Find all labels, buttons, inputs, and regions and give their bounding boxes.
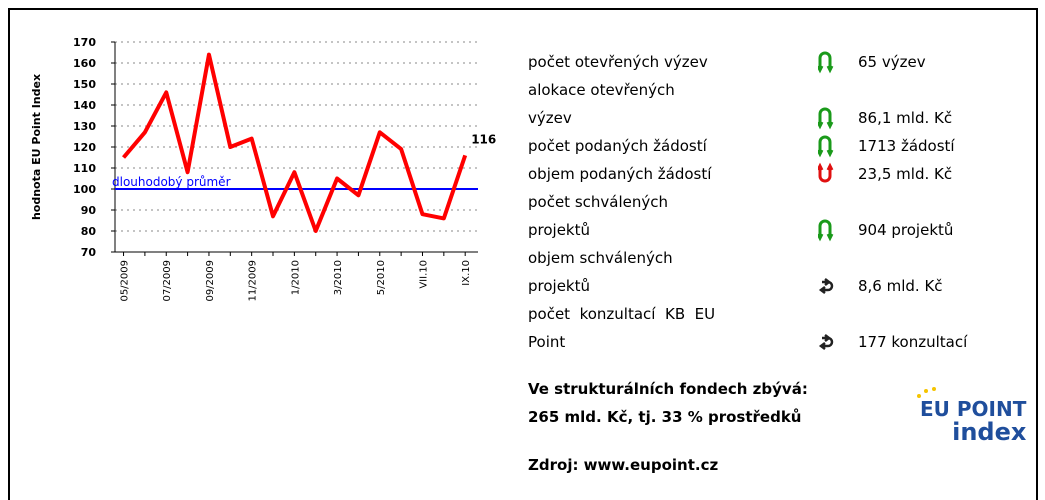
indicator-name: objem schválených projektů [528,244,818,300]
y-tick-label: 130 [73,120,96,133]
indicator-name-line: počet otevřených výzev [528,53,708,71]
x-tick-label: 5/2010 [376,260,387,295]
y-axis-label: hodnota EU Point Index [30,74,43,220]
y-tick-label: 80 [81,225,97,238]
y-tick-label: 160 [73,57,96,70]
indicator-value: 65 výzev [858,53,926,71]
summary: Ve strukturálních fondech zbývá: 265 mld.… [528,375,808,431]
indicator-value: 1713 žádostí [858,137,955,155]
indicator-name-line: objem schválených [528,249,673,267]
indicator-row: počet konzultací KB EU Point 177 konzultac… [528,300,967,356]
data-label: 116 [471,132,496,146]
indicator-value: 177 konzultací [858,333,968,351]
source: Zdroj: www.eupoint.cz [528,456,719,474]
arrow-neutral [818,278,834,294]
indicator-name-line: počet konzultací KB EU [528,305,716,323]
indicator-row: alokace otevřených výzev 86,1 mld. Kč [528,76,967,132]
arrow-down [818,162,834,183]
x-tick-label: 3/2010 [333,260,344,295]
indicator-value: 23,5 mld. Kč [858,165,953,183]
logo-line1: EU POINT [920,397,1027,421]
indicator-row: objem podaných žádostí 23,5 mld. Kč [528,160,967,188]
y-tick-label: 100 [73,183,96,196]
trend-icon [818,135,834,158]
chart: 70 80 90 100 110 120 130 140 150 160 170 hodnota EU… [30,36,496,302]
indicator-name-line: výzev [528,109,572,127]
indicator-row: počet podaných žádostí 1713 žádostí [528,132,967,160]
x-tick-label: IX.10 [461,260,472,286]
summary-line: Ve strukturálních fondech zbývá: [528,380,808,398]
indicator-value: 8,6 mld. Kč [858,277,943,295]
y-tick-label: 170 [73,36,96,49]
trend-icon [818,278,834,294]
indicator-row: počet otevřených výzev 65 výzev [528,48,967,76]
y-tick-label: 120 [73,141,96,154]
x-tick-label: 1/2010 [290,260,301,295]
indicator-name-line: projektů [528,277,591,295]
arrow-neutral [818,334,834,350]
y-tick-label: 140 [73,99,96,112]
arrow-up [818,135,834,158]
x-tick-label: 11/2009 [248,260,259,302]
y-tick-label: 90 [81,204,97,217]
line-series [122,52,468,233]
indicator-name-line: počet schválených [528,193,668,211]
indicator-name: počet konzultací KB EU Point [528,300,818,356]
indicator-list: počet otevřených výzev 65 výzev alokace ot… [528,48,967,356]
indicator-value: 904 projektů [858,221,954,239]
indicator-name: alokace otevřených výzev [528,76,818,132]
indicator-name-line: objem podaných žádostí [528,165,712,183]
x-tick-label: 07/2009 [162,260,173,302]
trend-icon [818,162,834,183]
indicator-name-line: Point [528,333,566,351]
logo: EU POINT index [917,387,1027,446]
y-tick-label: 110 [73,162,96,175]
summary-line: 265 mld. Kč, tj. 33 % prostředků [528,408,802,426]
x-tick-label: 09/2009 [205,260,216,302]
reference-label: dlouhodobý průměr [112,175,231,189]
trend-icon [818,107,834,130]
indicator-name-line: alokace otevřených [528,81,675,99]
trend-icon [818,51,834,74]
frame [8,8,1038,500]
indicator-row: počet schválených projektů 904 projektů [528,188,967,244]
y-tick-label: 70 [81,246,97,259]
trend-icon [818,334,834,350]
indicator-name: počet otevřených výzev [528,48,818,76]
indicator-row: objem schválených projektů 8,6 mld. Kč [528,244,967,300]
logo-line2: index [952,418,1027,446]
arrow-up [818,219,834,242]
indicator-name: objem podaných žádostí [528,160,818,188]
trend-icon [818,219,834,242]
arrow-up [818,51,834,74]
x-tick-label: 05/2009 [120,260,131,302]
logo-stars [917,387,936,398]
indicator-name-line: projektů [528,221,591,239]
indicator-name: počet schválených projektů [528,188,818,244]
indicator-value: 86,1 mld. Kč [858,109,953,127]
indicator-name-line: počet podaných žádostí [528,137,707,155]
x-tick-label: VII.10 [418,260,429,289]
arrow-up [818,107,834,130]
indicator-name: počet podaných žádostí [528,132,818,160]
y-tick-label: 150 [73,78,96,91]
